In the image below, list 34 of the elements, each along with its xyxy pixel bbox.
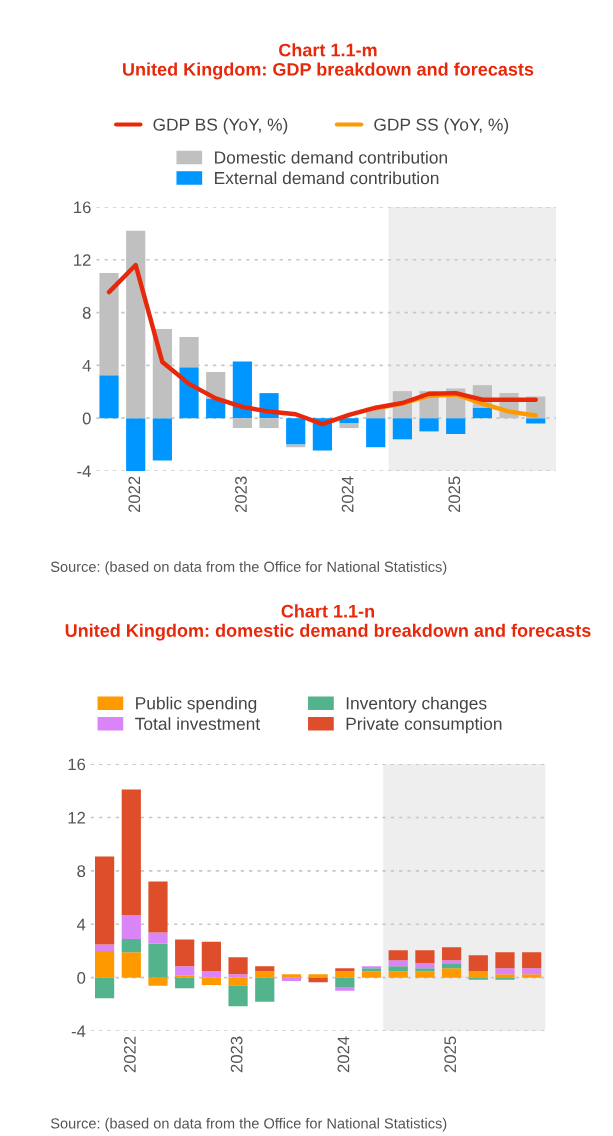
y-tick-label: 16: [74, 201, 91, 214]
chart-subtitle: United Kingdom: GDP breakdown and forecasts: [123, 62, 534, 80]
y-tick-label: 12: [74, 254, 91, 266]
legend-label: Public spending: [136, 696, 257, 713]
y-tick-label: 12: [68, 811, 86, 824]
chart-title: Chart 1.1-n: [281, 604, 374, 618]
y-tick-label: -4: [77, 465, 91, 478]
y-tick-label: 4: [82, 359, 91, 372]
source-note: Source: (based on data from the Office for National Statistics): [50, 561, 447, 575]
x-tick-label: 2025: [444, 1036, 457, 1073]
legend-label: Inventory changes: [346, 696, 487, 713]
x-tick-label: 2023: [230, 1036, 243, 1073]
x-tick-label: 2024: [341, 476, 354, 513]
legend-label: GDP BS (YoY, %): [153, 118, 288, 135]
y-tick-label: 4: [76, 918, 86, 931]
x-tick-label: 2025: [448, 476, 461, 513]
y-tick-label: 8: [77, 865, 86, 878]
y-tick-label: 0: [82, 412, 91, 425]
legend-label: Domestic demand contribution: [215, 150, 447, 164]
y-tick-label: 0: [77, 972, 86, 984]
legend-label: External demand contribution: [215, 171, 439, 185]
y-tick-label: 8: [82, 306, 91, 319]
y-tick-label: 16: [68, 758, 86, 771]
legend-label: Private consumption: [346, 717, 502, 734]
x-tick-label: 2022: [128, 476, 141, 513]
chart-subtitle: United Kingdom: domestic demand breakdown and forecasts: [65, 623, 591, 641]
chart-title: Chart 1.1-m: [279, 43, 377, 57]
y-tick-label: -4: [71, 1025, 86, 1038]
x-tick-label: 2024: [337, 1036, 350, 1073]
legend-label: GDP SS (YoY, %): [374, 118, 509, 135]
x-tick-label: 2022: [123, 1036, 136, 1073]
source-note: Source: (based on data from the Office for National Statistics): [50, 1117, 447, 1132]
legend-label: Total investment: [135, 717, 261, 730]
x-tick-label: 2023: [235, 476, 247, 513]
